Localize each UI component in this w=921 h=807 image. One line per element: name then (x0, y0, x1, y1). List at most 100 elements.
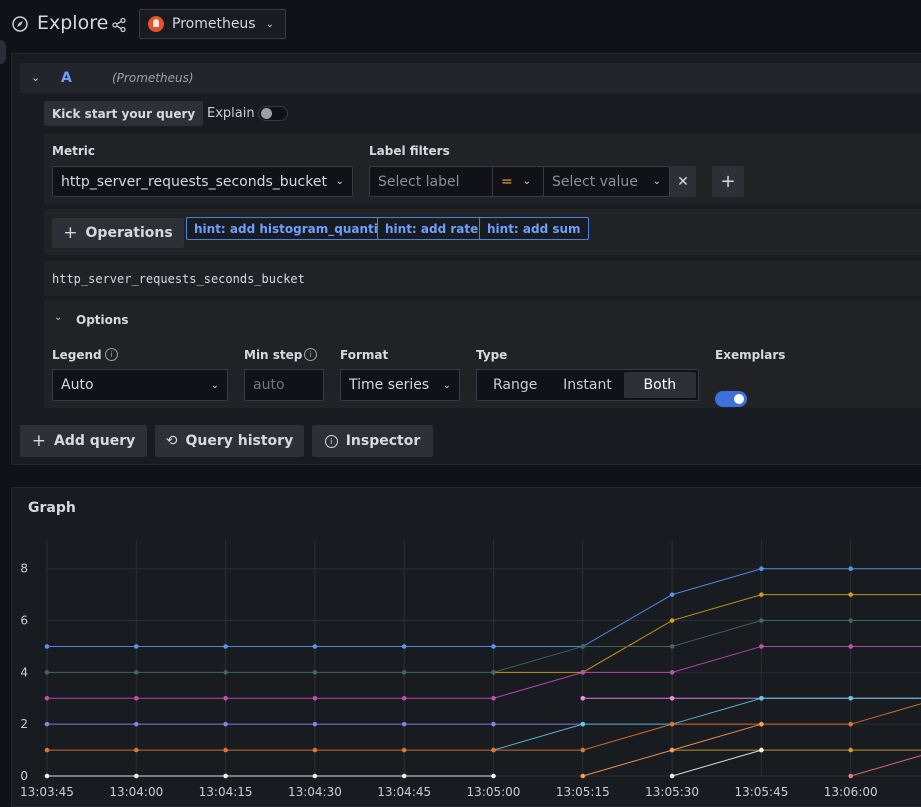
y-tick-label: 8 (20, 562, 28, 576)
collapse-chevron-icon[interactable]: ⌄ (31, 71, 40, 84)
info-icon: i (105, 348, 118, 361)
chevron-down-icon: ⌄ (211, 380, 219, 391)
x-tick-label: 13:06:00 (824, 785, 878, 797)
type-range[interactable]: Range (479, 372, 551, 398)
remove-filter-button[interactable]: ✕ (670, 166, 696, 197)
options-chevron-icon[interactable]: ⌄ (54, 312, 62, 323)
exemplars-label: Exemplars (715, 348, 785, 362)
data-point (491, 748, 496, 753)
min-step-label: Min step (244, 348, 302, 362)
data-point (848, 644, 853, 649)
add-filter-button[interactable]: + (712, 166, 744, 197)
select-label-placeholder: Select label (378, 174, 460, 190)
data-point (759, 566, 764, 571)
operator-select[interactable]: = ⌄ (492, 166, 544, 197)
explain-label: Explain (207, 106, 255, 121)
metric-label: Metric (52, 144, 95, 158)
x-tick-label: 13:05:30 (645, 785, 699, 797)
exemplars-toggle[interactable] (715, 391, 747, 407)
data-point (134, 774, 139, 779)
x-tick-label: 13:05:15 (556, 785, 610, 797)
data-point (313, 774, 318, 779)
add-query-button[interactable]: + Add query (20, 425, 147, 457)
data-point (223, 644, 228, 649)
chevron-down-icon: ⌄ (443, 380, 451, 391)
format-label: Format (340, 348, 388, 362)
history-icon: ⟲ (166, 433, 178, 449)
x-tick-label: 13:04:45 (377, 785, 431, 797)
add-query-label: Add query (54, 433, 135, 449)
explore-compass-icon (11, 15, 29, 33)
legend-select[interactable]: Auto ⌄ (52, 369, 228, 401)
type-instant[interactable]: Instant (551, 372, 623, 398)
series-line (494, 595, 921, 673)
plus-icon: + (32, 431, 46, 451)
select-value-placeholder: Select value (552, 174, 638, 190)
close-icon: ✕ (677, 174, 689, 190)
data-point (134, 748, 139, 753)
y-tick-label: 0 (20, 769, 28, 783)
data-point (581, 722, 586, 727)
min-step-input[interactable] (244, 369, 324, 401)
data-point (402, 696, 407, 701)
data-point (759, 644, 764, 649)
chevron-down-icon: ⌄ (266, 19, 274, 30)
chevron-down-icon: ⌄ (653, 176, 661, 187)
select-label-dropdown[interactable]: Select label (369, 166, 494, 197)
prometheus-logo-icon (148, 16, 164, 32)
data-point (313, 696, 318, 701)
data-point (848, 696, 853, 701)
data-point (45, 748, 50, 753)
chevron-down-icon: ⌄ (523, 176, 531, 187)
series-line (851, 750, 921, 776)
legend-value: Auto (61, 377, 94, 393)
data-point (45, 644, 50, 649)
legend-label: Legend (52, 348, 102, 362)
format-select[interactable]: Time series ⌄ (340, 369, 460, 401)
inspector-button[interactable]: i Inspector (312, 425, 433, 457)
data-point (759, 722, 764, 727)
side-drawer-handle[interactable] (0, 40, 6, 64)
metric-select[interactable]: http_server_requests_seconds_bucket ⌄ (52, 166, 353, 197)
type-both[interactable]: Both (624, 372, 696, 398)
plus-icon: + (63, 223, 77, 243)
y-tick-label: 4 (20, 665, 28, 679)
kick-start-button[interactable]: Kick start your query (44, 101, 203, 126)
data-point (223, 722, 228, 727)
hint-add-sum[interactable]: hint: add sum (479, 217, 589, 240)
data-point (670, 618, 675, 623)
options-toggle[interactable]: Options (76, 313, 129, 327)
data-point (759, 592, 764, 597)
data-point (313, 748, 318, 753)
data-point (848, 722, 853, 727)
data-point (670, 696, 675, 701)
y-tick-label: 6 (20, 614, 28, 628)
share-icon[interactable] (110, 16, 128, 34)
data-point (848, 748, 853, 753)
hint-histogram-quantile[interactable]: hint: add histogram_quantile (186, 217, 398, 240)
data-point (223, 670, 228, 675)
type-label: Type (476, 348, 507, 362)
inspector-label: Inspector (346, 433, 421, 449)
data-point (45, 774, 50, 779)
hint-add-rate[interactable]: hint: add rate (377, 217, 486, 240)
operations-button[interactable]: + Operations (52, 218, 184, 248)
label-filters-label: Label filters (369, 144, 450, 158)
datasource-picker[interactable]: Prometheus ⌄ (139, 9, 286, 39)
x-tick-label: 13:04:15 (199, 785, 253, 797)
data-point (491, 644, 496, 649)
chevron-down-icon: ⌄ (336, 176, 344, 187)
query-ref-id[interactable]: A (61, 70, 72, 86)
info-circle-icon: i (325, 435, 338, 448)
data-point (402, 670, 407, 675)
data-point (491, 722, 496, 727)
data-point (848, 618, 853, 623)
select-value-dropdown[interactable]: Select value ⌄ (543, 166, 670, 197)
explain-toggle[interactable] (258, 106, 288, 121)
x-tick-label: 13:04:00 (109, 785, 163, 797)
query-history-button[interactable]: ⟲ Query history (155, 425, 304, 457)
data-point (45, 696, 50, 701)
x-tick-label: 13:04:30 (288, 785, 342, 797)
data-point (581, 644, 586, 649)
